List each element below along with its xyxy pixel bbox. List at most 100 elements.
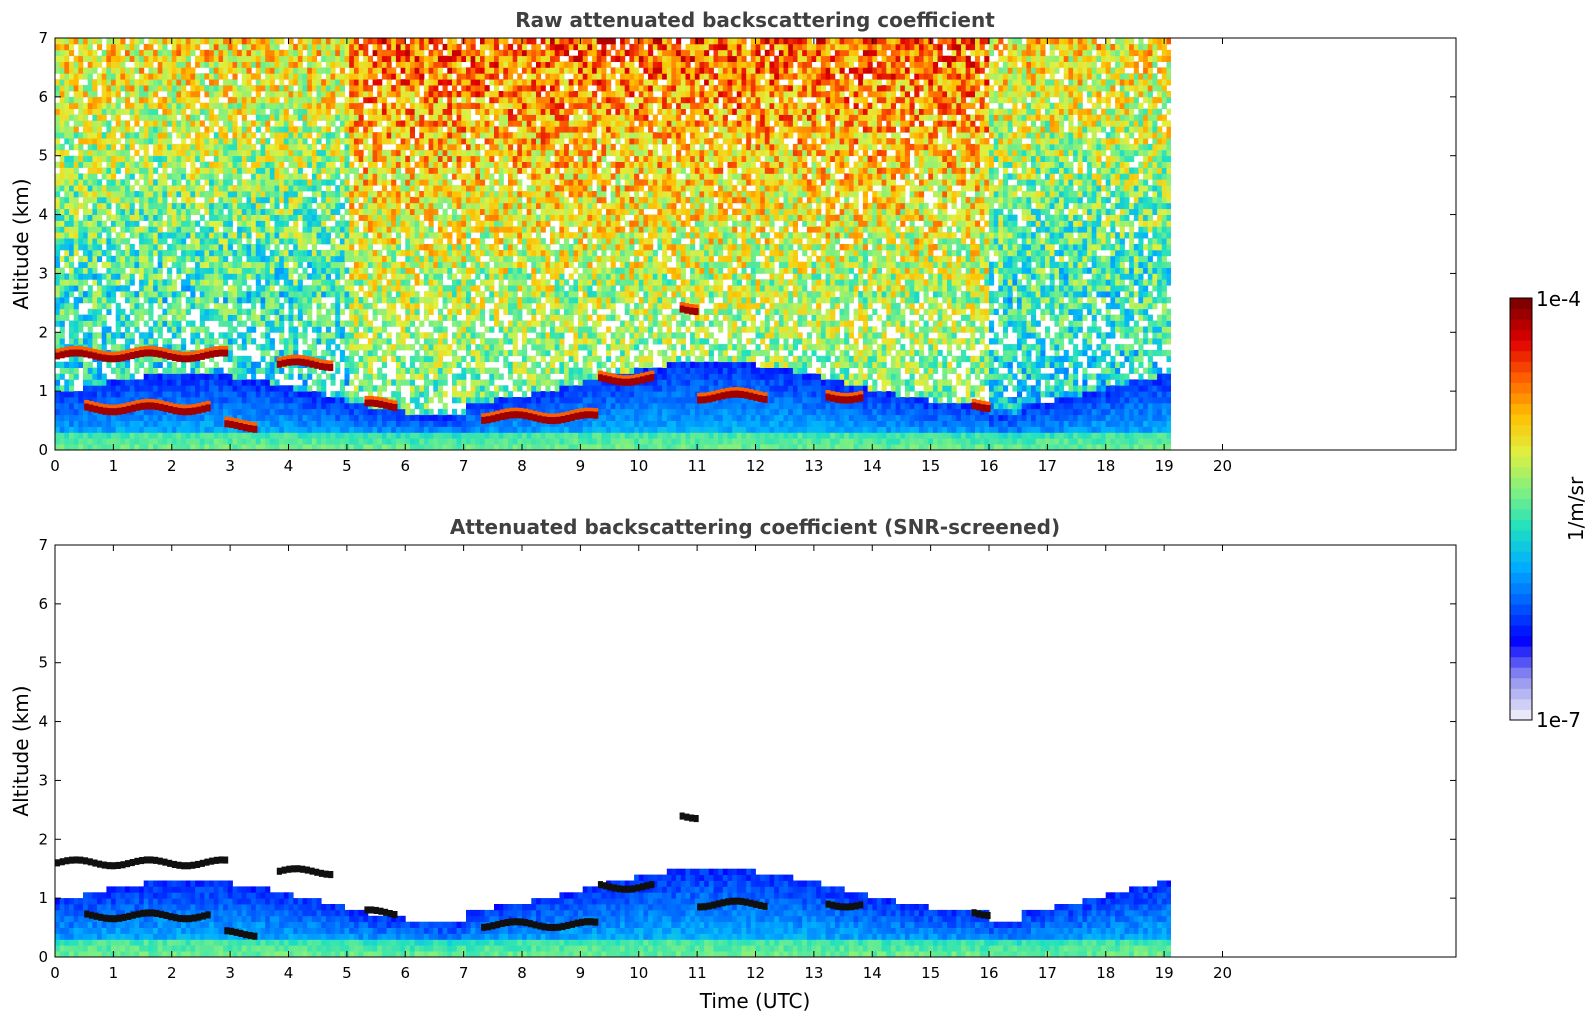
heatmap-cell (353, 291, 359, 298)
heatmap-cell (153, 220, 159, 227)
heatmap-cell (120, 414, 126, 421)
heatmap-cell (199, 267, 205, 274)
heatmap-cell (321, 208, 327, 215)
heatmap-cell (83, 314, 89, 321)
heatmap-cell (363, 302, 369, 310)
heatmap-cell (92, 85, 98, 92)
heatmap-cell (400, 108, 406, 115)
heatmap-cell (251, 273, 257, 280)
heatmap-cell (78, 438, 84, 445)
heatmap-cell (241, 155, 247, 162)
heatmap-cell (195, 96, 201, 104)
heatmap-cell (218, 285, 224, 292)
heatmap-cell (265, 244, 271, 251)
heatmap-cell (223, 391, 229, 398)
heatmap-cell (428, 302, 434, 310)
heatmap-cell (344, 414, 350, 421)
heatmap-cell (223, 302, 229, 310)
heatmap-cell (125, 444, 131, 450)
heatmap-cell (395, 273, 401, 280)
heatmap-cell (344, 96, 350, 104)
heatmap-cell (316, 138, 322, 145)
heatmap-cell (73, 120, 79, 127)
heatmap-cell (185, 249, 191, 257)
heatmap-cell (363, 249, 369, 257)
heatmap-cell (218, 38, 224, 45)
heatmap-cell (414, 214, 420, 221)
heatmap-cell (344, 220, 350, 227)
heatmap-cell (386, 196, 392, 204)
heatmap-cell (409, 38, 415, 39)
heatmap-cell (134, 444, 140, 450)
heatmap-cell (190, 185, 196, 192)
heatmap-cell (246, 73, 252, 80)
heatmap-cell (414, 67, 420, 74)
heatmap-cell (302, 126, 308, 133)
heatmap-cell (279, 79, 285, 86)
heatmap-cell (181, 379, 187, 386)
heatmap-cell (69, 132, 75, 139)
heatmap-cell (83, 208, 89, 215)
heatmap-cell (92, 332, 98, 339)
heatmap-cell (181, 55, 187, 62)
heatmap-cell (87, 308, 93, 315)
heatmap-cell (316, 132, 322, 139)
heatmap-cell (190, 438, 196, 445)
heatmap-cell (405, 420, 411, 427)
heatmap-cell (316, 279, 322, 286)
heatmap-cell (227, 155, 233, 162)
heatmap-cell (395, 43, 401, 51)
heatmap-cell (195, 126, 201, 133)
heatmap-cell (307, 79, 313, 86)
heatmap-cell (339, 108, 345, 115)
heatmap-cell (73, 155, 79, 162)
heatmap-cell (227, 373, 233, 380)
heatmap-cell (251, 185, 257, 192)
heatmap-cell (419, 332, 425, 339)
heatmap-cell (391, 397, 397, 404)
heatmap-cell (405, 314, 411, 321)
heatmap-cell (279, 220, 285, 227)
heatmap-cell (395, 344, 401, 351)
heatmap-cell (358, 249, 364, 257)
heatmap-cell (101, 108, 107, 115)
heatmap-cell (307, 38, 313, 45)
heatmap-cell (269, 126, 275, 133)
heatmap-cell (232, 202, 238, 210)
heatmap-cell (59, 214, 65, 221)
heatmap-cell (134, 43, 140, 51)
heatmap-cell (330, 191, 336, 198)
heatmap-cell (115, 196, 121, 204)
heatmap-cell (148, 38, 154, 45)
heatmap-cell (209, 279, 215, 286)
heatmap-cell (181, 432, 187, 439)
heatmap-cell (148, 161, 154, 168)
heatmap-cell (218, 367, 224, 374)
heatmap-cell (414, 202, 420, 210)
heatmap-cell (325, 326, 331, 333)
heatmap-cell (55, 267, 61, 274)
heatmap-cell (176, 167, 182, 174)
heatmap-cell (311, 61, 317, 68)
heatmap-cell (106, 102, 112, 109)
heatmap-cell (195, 91, 201, 98)
heatmap-cell (237, 355, 243, 363)
heatmap-cell (251, 367, 257, 374)
heatmap-cell (190, 297, 196, 304)
heatmap-cell (167, 320, 173, 327)
heatmap-cell (433, 126, 439, 133)
heatmap-cell (428, 338, 434, 345)
heatmap-cell (372, 132, 378, 139)
heatmap-cell (293, 332, 299, 339)
heatmap-cell (241, 367, 247, 374)
heatmap-cell (246, 402, 252, 410)
heatmap-cell (87, 444, 93, 450)
heatmap-cell (199, 320, 205, 327)
heatmap-cell (400, 355, 406, 363)
heatmap-cell (153, 132, 159, 139)
heatmap-cell (171, 155, 177, 162)
heatmap-cell (325, 432, 331, 439)
heatmap-cell (218, 61, 224, 68)
heatmap-cell (125, 338, 131, 345)
heatmap-cell (423, 349, 429, 357)
